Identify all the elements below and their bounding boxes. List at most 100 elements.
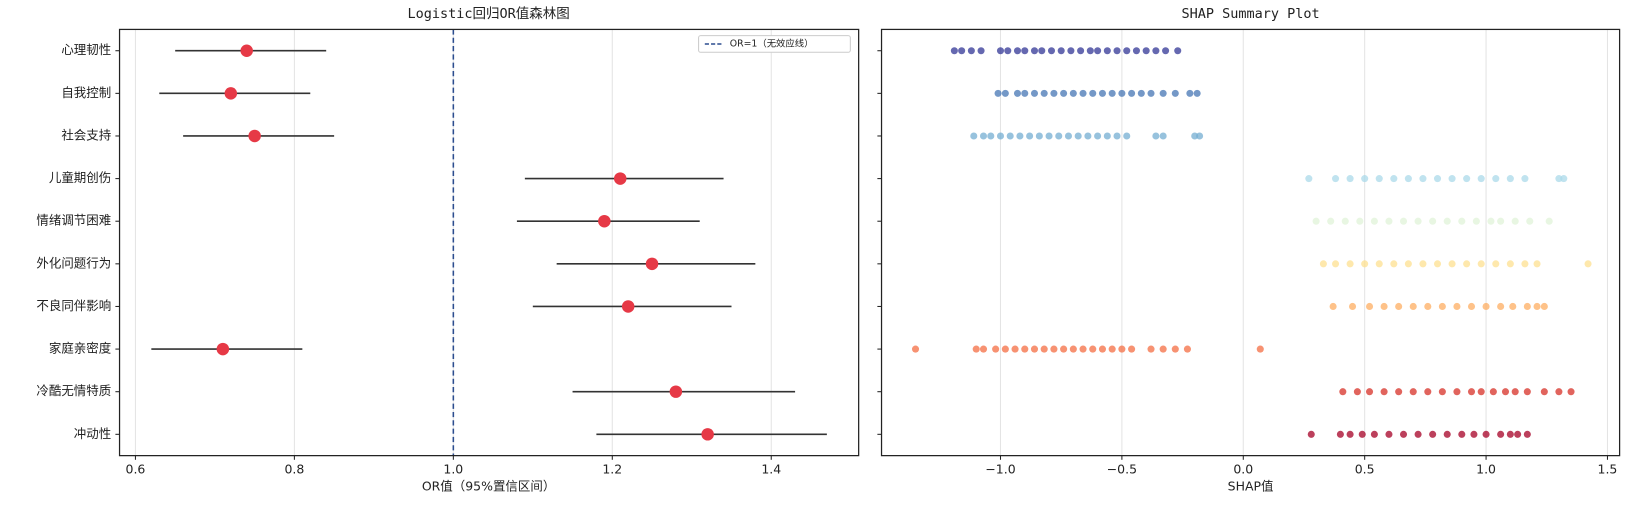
or-point [598,214,611,228]
shap-point [1086,47,1094,55]
shap-point [1098,89,1107,97]
shap-point [1523,302,1531,310]
x-tick-label: 1.4 [761,462,781,477]
shap-point [1511,388,1519,396]
shap-point [1030,47,1039,55]
shap-point [1196,132,1204,140]
shap-point [1319,260,1327,268]
shap-point [1011,345,1019,353]
shap-point [992,345,1000,353]
shap-point [1514,430,1522,438]
shap-point [1001,89,1009,97]
shap-point [1419,260,1427,268]
y-tick-label: 冲动性 [74,426,111,441]
shap-point [1424,388,1432,396]
shap-point [1312,217,1320,225]
shap-point [1506,260,1514,268]
shap-point [1026,132,1034,140]
shap-point [996,47,1005,55]
or-point [224,87,238,100]
shap-point [1060,89,1068,97]
shap-point [1152,132,1160,140]
shap-point [1193,89,1201,97]
shap-point [1438,388,1446,396]
shap-point [1555,388,1563,396]
shap-point [1001,345,1009,353]
shap-point [1256,345,1264,353]
y-tick-label: 心理韧性 [61,42,111,57]
shap-point [1380,388,1388,396]
shap-point [1501,388,1510,396]
shap-point [1409,388,1417,396]
axes-frame [880,28,1621,457]
shap-point [1055,132,1063,140]
x-tick-label: 1.0 [1476,462,1496,477]
shap-point [1013,47,1022,55]
shap-point [1448,175,1456,183]
shap-point [1013,89,1022,97]
shap-point [1346,175,1354,183]
shap-point [1045,132,1053,140]
shap-point [1404,175,1412,183]
shap-point [1487,217,1495,225]
y-tick-label: 外化问题行为 [36,255,111,270]
shap-point [979,345,988,353]
shap-point [1332,175,1340,183]
shap-point [1521,175,1529,183]
shap-point [1336,430,1344,438]
shap-point [1108,89,1116,97]
shap-point [1341,217,1349,225]
x-tick-label: 0.8 [284,462,304,477]
shap-point [1482,302,1490,310]
shap-point [1560,175,1568,183]
shap-point [1349,302,1357,310]
shap-point [1467,302,1476,310]
shap-point [1191,132,1199,140]
shap-point [1506,175,1514,183]
shap-point [1433,175,1442,183]
or-point [645,257,659,271]
shap-point [1443,217,1451,225]
shap-point [1067,47,1075,55]
shap-point [1492,260,1500,268]
shap-point [1094,132,1102,140]
shap-point [1390,175,1398,183]
shap-point [958,47,966,55]
shap-point [1390,260,1398,268]
shap-point [1108,345,1116,353]
shap-point [1404,260,1412,268]
shap-point [911,345,920,353]
shap-point [1361,175,1369,183]
shap-point [1472,217,1480,225]
shap-point [1346,430,1354,438]
shap-point [1040,89,1048,97]
x-tick-label: 0.5 [1355,462,1375,477]
shap-point [1482,430,1490,438]
shap-point [1526,217,1534,225]
x-tick-label: 0.0 [1233,462,1253,477]
shap-point [1132,47,1140,55]
shap-point [1477,388,1485,396]
shap-point [1497,302,1505,310]
shap-point [1016,132,1024,140]
shap-point [1458,430,1466,438]
shap-point [1463,260,1471,268]
shap-point [950,47,958,55]
shap-point [1448,260,1456,268]
or-point [216,342,230,356]
shap-point [987,132,995,140]
shap-point [1477,175,1485,183]
shap-point [1375,175,1383,183]
shap-point [1419,175,1427,183]
shap-point [1463,175,1471,183]
shap-point [1385,430,1393,438]
shap-point [1395,302,1403,310]
shap-point [1147,345,1155,353]
shap-point [1545,217,1553,225]
shap-point [1329,302,1337,310]
shap-point [1365,388,1374,396]
shap-point [970,132,978,140]
shap-point [1183,345,1191,353]
shap-point [1077,47,1085,55]
